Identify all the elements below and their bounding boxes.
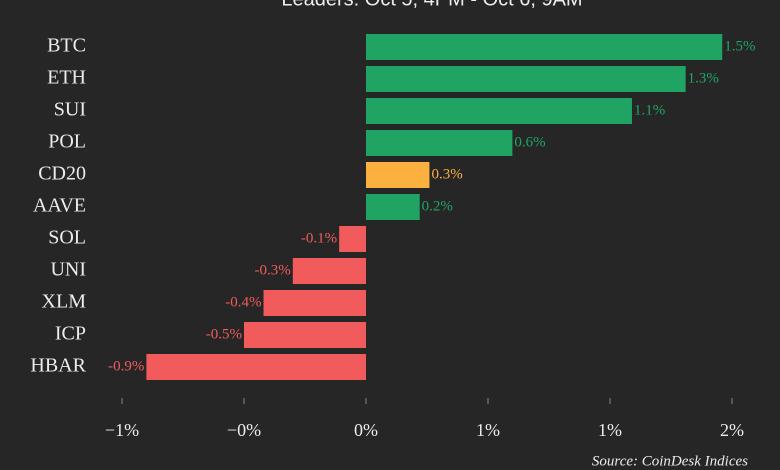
value-label: 1.3% <box>688 70 719 86</box>
value-label: 1.1% <box>634 102 665 118</box>
y-tick-label: ICP <box>55 323 86 345</box>
value-label: -0.9% <box>108 358 144 374</box>
value-label: -0.5% <box>206 326 242 342</box>
bar <box>366 162 430 188</box>
y-tick-label: SUI <box>54 99 86 121</box>
value-label: -0.3% <box>255 262 291 278</box>
bar <box>339 226 366 252</box>
y-tick-label: AAVE <box>33 195 86 217</box>
bar <box>366 98 632 124</box>
y-tick-label: POL <box>48 131 86 153</box>
y-tick-label: BTC <box>47 35 86 57</box>
bar <box>292 258 366 284</box>
y-tick-label: XLM <box>42 291 87 313</box>
y-tick-label: ETH <box>47 67 86 89</box>
value-label: 0.6% <box>514 134 545 150</box>
bar <box>366 194 420 220</box>
value-label: 0.3% <box>431 166 462 182</box>
bar <box>146 354 366 380</box>
bar <box>366 130 513 156</box>
chart-title: Leaders: Oct 5, 4PM - Oct 6, 9AM <box>281 0 582 10</box>
bar <box>366 66 686 92</box>
value-label: 0.2% <box>422 198 453 214</box>
y-tick-label: HBAR <box>30 355 86 377</box>
x-tick-label: 1% <box>598 420 622 440</box>
bar <box>366 34 723 60</box>
x-tick-label: 1% <box>476 420 500 440</box>
x-tick-label: −1% <box>105 420 139 440</box>
y-tick-label: CD20 <box>38 163 86 185</box>
value-label: -0.1% <box>301 230 337 246</box>
source: Source: CoinDesk Indices <box>592 453 748 469</box>
bar <box>244 322 366 348</box>
value-label: 1.5% <box>724 38 755 54</box>
y-tick-label: UNI <box>50 259 86 281</box>
y-tick-label: SOL <box>48 227 86 249</box>
x-tick-label: 0% <box>354 420 378 440</box>
bar <box>263 290 366 316</box>
value-label: -0.4% <box>225 294 261 310</box>
x-tick-label: −0% <box>227 420 261 440</box>
x-tick-label: 2% <box>720 420 744 440</box>
